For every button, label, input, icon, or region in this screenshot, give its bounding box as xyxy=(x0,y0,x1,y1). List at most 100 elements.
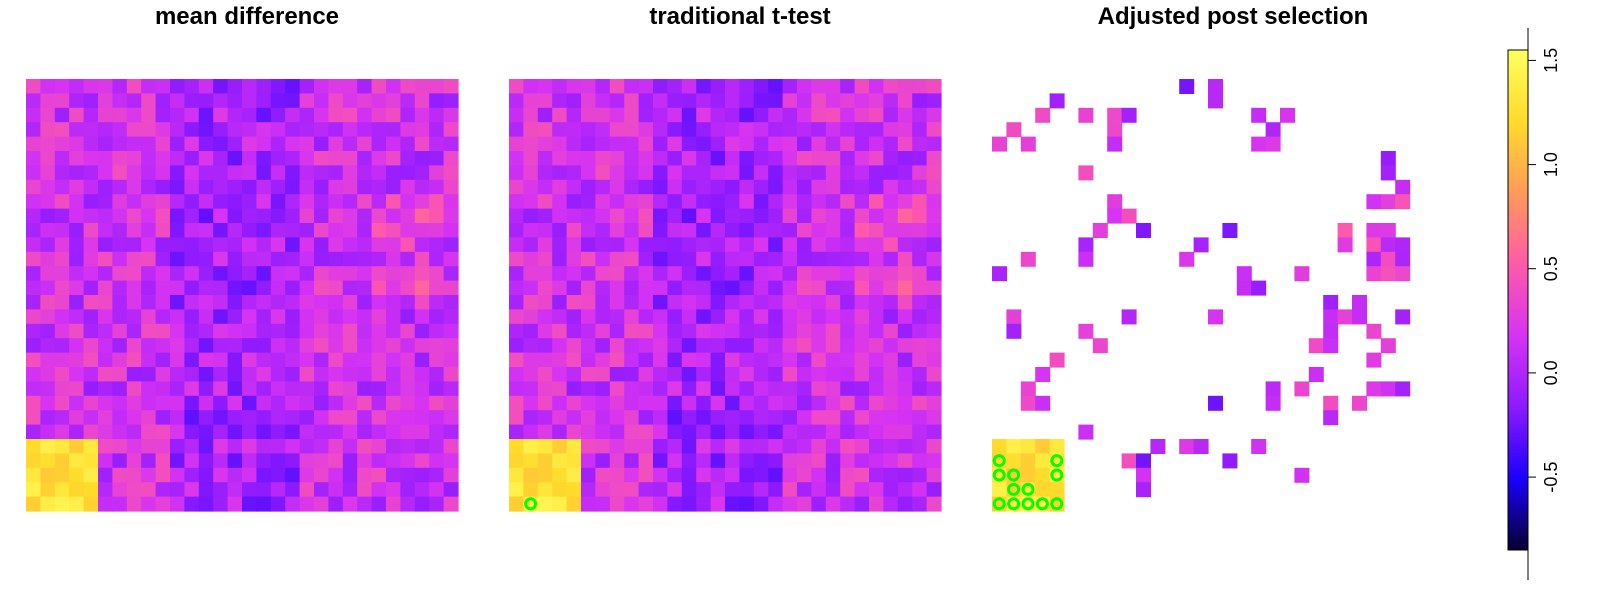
heatmap-cell xyxy=(1352,295,1367,310)
heatmap-cell xyxy=(83,410,99,426)
heatmap-cell xyxy=(537,395,553,411)
heatmap-cell xyxy=(681,338,697,354)
heatmap-cell xyxy=(653,395,668,411)
heatmap-cell xyxy=(328,136,344,152)
heatmap-cell xyxy=(141,424,157,440)
heatmap-cell xyxy=(342,136,358,152)
heatmap-cell xyxy=(328,467,344,483)
heatmap-cell xyxy=(869,280,884,296)
heatmap-cell xyxy=(83,122,99,138)
heatmap-cell xyxy=(609,280,625,296)
heatmap-cell xyxy=(725,338,740,354)
heatmap-cell xyxy=(429,93,445,109)
heatmap-cell xyxy=(811,237,827,253)
heatmap-cell xyxy=(509,367,524,382)
heatmap-cell xyxy=(854,367,870,382)
heatmap-cell xyxy=(443,237,459,253)
heatmap-cell xyxy=(653,381,668,397)
heatmap-cell xyxy=(595,323,611,339)
heatmap-cell xyxy=(1366,323,1382,339)
heatmap-cell xyxy=(883,352,899,368)
heatmap-cell xyxy=(242,338,257,354)
colorbar: -0.50.00.51.01.5 xyxy=(1507,28,1561,580)
heatmap-cell xyxy=(537,367,553,382)
heatmap-cell xyxy=(1121,453,1137,469)
heatmap-cell xyxy=(371,107,387,123)
heatmap-cell xyxy=(926,410,942,426)
heatmap-cell xyxy=(552,338,568,354)
heatmap-cell xyxy=(667,295,683,310)
heatmap-cell xyxy=(328,179,344,195)
heatmap-cell xyxy=(328,381,344,397)
heatmap-cell xyxy=(926,367,942,382)
heatmap-cell xyxy=(256,453,272,469)
heatmap-cell xyxy=(595,482,611,498)
heatmap-cell xyxy=(1380,194,1396,210)
heatmap-cell xyxy=(566,338,582,354)
heatmap-cell xyxy=(227,165,243,181)
heatmap-cell xyxy=(926,424,942,440)
heatmap-cell xyxy=(242,467,257,483)
heatmap-cell xyxy=(509,223,524,238)
heatmap-cell xyxy=(1107,107,1123,123)
heatmap-cell xyxy=(653,93,668,109)
heatmap-cell xyxy=(581,439,596,454)
heatmap-cell xyxy=(897,352,913,368)
heatmap-cell xyxy=(299,136,315,152)
heatmap-cell xyxy=(725,309,740,325)
heatmap-cell xyxy=(170,410,185,426)
heatmap-cell xyxy=(753,453,769,469)
heatmap-cell xyxy=(371,151,387,166)
heatmap-cell xyxy=(54,79,70,94)
heatmap-cell xyxy=(725,179,740,195)
heatmap-cell xyxy=(725,208,740,224)
heatmap-cell xyxy=(328,367,344,382)
heatmap-cell xyxy=(667,309,683,325)
heatmap-cell xyxy=(357,122,373,138)
heatmap-cell xyxy=(768,338,784,354)
heatmap-cell xyxy=(753,151,769,166)
selected-marker xyxy=(992,454,1006,468)
heatmap-cell xyxy=(198,295,214,310)
heatmap-cell xyxy=(414,122,430,138)
heatmap-cell xyxy=(710,165,726,181)
heatmap-cell xyxy=(429,395,445,411)
heatmap-cell xyxy=(1380,165,1396,181)
heatmap-cell xyxy=(926,295,942,310)
heatmap-cell xyxy=(170,439,185,454)
heatmap-cell xyxy=(443,266,459,282)
heatmap-cell xyxy=(342,309,358,325)
heatmap-cell xyxy=(696,266,712,282)
heatmap-cell xyxy=(1035,453,1051,469)
heatmap-cell xyxy=(912,395,928,411)
heatmap-cell xyxy=(609,439,625,454)
heatmap-cell xyxy=(40,223,56,238)
heatmap-cell xyxy=(1366,352,1382,368)
heatmap-cell xyxy=(509,309,524,325)
heatmap-cell xyxy=(537,223,553,238)
heatmap-cell xyxy=(509,107,524,123)
heatmap-cell xyxy=(242,352,257,368)
heatmap-cell xyxy=(696,93,712,109)
heatmap-cell xyxy=(1092,223,1108,238)
heatmap-cell xyxy=(443,482,459,498)
heatmap-cell xyxy=(342,453,358,469)
heatmap-cell xyxy=(155,251,171,267)
heatmap-cell xyxy=(869,424,884,440)
heatmap-cell xyxy=(386,467,401,483)
heatmap-cell xyxy=(840,439,856,454)
heatmap-cell xyxy=(739,151,755,166)
heatmap-cell xyxy=(710,107,726,123)
heatmap-cell xyxy=(386,251,401,267)
heatmap-cell xyxy=(184,280,200,296)
selected-marker xyxy=(992,468,1006,482)
heatmap-cell xyxy=(400,223,416,238)
heatmap-cell xyxy=(768,410,784,426)
heatmap-cell xyxy=(854,107,870,123)
heatmap-cell xyxy=(609,309,625,325)
heatmap-cell xyxy=(400,266,416,282)
heatmap-cell xyxy=(112,266,128,282)
heatmap-cell xyxy=(912,323,928,339)
heatmap-cell xyxy=(256,122,272,138)
heatmap-cell xyxy=(1193,237,1209,253)
